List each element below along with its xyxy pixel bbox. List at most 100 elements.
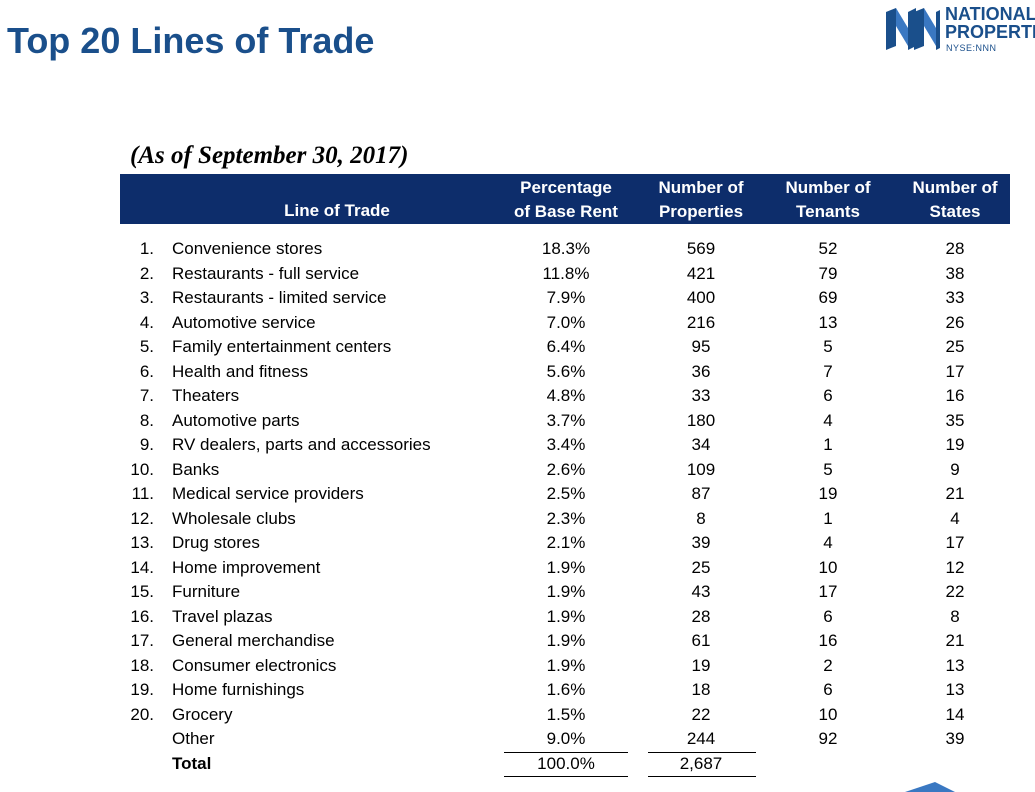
number-of-states: 12 — [945, 557, 965, 577]
rank: 18. — [130, 655, 154, 675]
rank: 4. — [139, 312, 154, 332]
percentage-base-rent: 1.9% — [546, 582, 586, 601]
number-of-properties: 569 — [686, 239, 716, 258]
number-of-tenants: 10 — [818, 557, 838, 577]
percentage-base-rent: 1.6% — [546, 680, 586, 699]
number-of-properties: 18 — [691, 680, 711, 699]
percentage-base-rent: 4.8% — [546, 386, 586, 405]
line-of-trade: Other — [172, 729, 215, 748]
percentage-base-rent: 1.5% — [546, 704, 586, 724]
line-of-trade: Grocery — [172, 704, 233, 724]
logo-ticker: NYSE:NNN — [946, 43, 997, 52]
rank: 2. — [139, 263, 154, 283]
line-of-trade: Drug stores — [172, 533, 260, 552]
line-of-trade: Home furnishings — [172, 680, 305, 699]
number-of-states: 13 — [945, 655, 965, 675]
number-of-states: 21 — [945, 484, 965, 503]
number-of-tenants: 4 — [823, 410, 833, 430]
table-row: 7. Theaters 4.8% 33 6 16 — [0, 384, 1035, 408]
number-of-tenants: 13 — [818, 312, 838, 332]
rank: 14. — [130, 557, 154, 577]
line-of-trade: Consumer electronics — [172, 655, 337, 675]
line-of-trade: Wholesale clubs — [172, 508, 296, 528]
line-of-trade: Convenience stores — [172, 239, 323, 258]
number-of-tenants: 52 — [818, 239, 838, 258]
line-of-trade: Furniture — [172, 582, 241, 601]
number-of-states: 26 — [945, 312, 965, 332]
table-row: 8. Automotive parts 3.7% 180 4 35 — [0, 409, 1035, 433]
table-row: 9. RV dealers, parts and accessories 3.4… — [0, 433, 1035, 457]
number-of-properties: 39 — [691, 533, 711, 552]
number-of-states: 4 — [950, 508, 960, 528]
number-of-states: 35 — [945, 410, 965, 430]
table-row: 4. Automotive service 7.0% 216 13 26 — [0, 311, 1035, 335]
number-of-states: 17 — [945, 361, 965, 381]
number-of-states: 33 — [945, 288, 965, 307]
percentage-base-rent: 1.9% — [546, 655, 586, 675]
rank: 5. — [139, 337, 154, 356]
header-props-line1: Number of — [658, 178, 744, 197]
number-of-properties: 95 — [691, 337, 711, 356]
number-of-properties: 109 — [686, 459, 716, 479]
number-of-tenants: 79 — [818, 263, 838, 283]
percentage-base-rent: 7.0% — [546, 312, 586, 332]
table-header: Line of Trade Percentage of Base Rent Nu… — [120, 174, 1010, 224]
number-of-properties: 244 — [686, 729, 716, 748]
number-of-properties: 33 — [691, 386, 711, 405]
percentage-base-rent: 11.8% — [542, 263, 590, 283]
header-line-of-trade: Line of Trade — [284, 201, 390, 220]
table-row: 10. Banks 2.6% 109 5 9 — [0, 458, 1035, 482]
number-of-tenants: 5 — [823, 459, 833, 479]
header-number-of-tenants: Number of Tenants — [770, 176, 886, 224]
number-of-tenants: 6 — [823, 680, 833, 699]
number-of-properties: 28 — [691, 606, 711, 626]
number-of-states: 19 — [945, 435, 965, 454]
line-of-trade: Restaurants - full service — [172, 263, 360, 283]
number-of-states: 9 — [950, 459, 960, 479]
percentage-base-rent: 2.3% — [546, 508, 586, 528]
rank: 17. — [130, 631, 154, 650]
number-of-tenants: 4 — [823, 533, 833, 552]
number-of-properties: 400 — [686, 288, 716, 307]
table-row: 12. Wholesale clubs 2.3% 8 1 4 — [0, 507, 1035, 531]
number-of-states: 25 — [945, 337, 965, 356]
percentage-base-rent: 3.4% — [546, 435, 586, 454]
number-of-properties: 25 — [691, 557, 711, 577]
total-properties: 2,687 — [679, 754, 723, 773]
table-row: 3. Restaurants - limited service 7.9% 40… — [0, 286, 1035, 310]
subtotal-underline-pct — [504, 752, 628, 753]
rank: 8. — [139, 410, 154, 430]
corner-decoration-icon — [905, 782, 955, 792]
line-of-trade: Automotive parts — [172, 410, 300, 430]
number-of-tenants: 92 — [818, 729, 838, 748]
header-states-line2: States — [929, 202, 981, 221]
number-of-states: 21 — [945, 631, 965, 650]
header-tenants-line2: Tenants — [796, 202, 860, 221]
number-of-properties: 19 — [691, 655, 711, 675]
number-of-states: 13 — [945, 680, 965, 699]
number-of-states: 28 — [945, 239, 965, 258]
header-pct-line1: Percentage — [520, 178, 612, 197]
number-of-tenants: 6 — [823, 606, 833, 626]
number-of-properties: 43 — [691, 582, 711, 601]
rank: 11. — [131, 484, 154, 503]
page-title: Top 20 Lines of Trade — [7, 20, 375, 61]
company-logo: NATIONAL PROPERTIES NYSE:NNN — [884, 4, 1035, 52]
number-of-properties: 421 — [686, 263, 716, 283]
as-of-date: (As of September 30, 2017) — [130, 142, 409, 169]
total-underline-pct — [504, 776, 628, 777]
number-of-properties: 34 — [691, 435, 711, 454]
rank: 20. — [130, 704, 154, 724]
rank: 6. — [139, 361, 154, 381]
line-of-trade: Banks — [172, 459, 220, 479]
rank: 13. — [130, 533, 154, 552]
header-props-line2: Properties — [658, 202, 744, 221]
percentage-base-rent: 5.6% — [546, 361, 586, 381]
header-tenants-line1: Number of — [785, 178, 871, 197]
number-of-properties: 22 — [691, 704, 711, 724]
number-of-states: 17 — [945, 533, 965, 552]
table-row: 13. Drug stores 2.1% 39 4 17 — [0, 531, 1035, 555]
number-of-tenants: 1 — [823, 435, 833, 454]
number-of-properties: 216 — [686, 312, 716, 332]
header-pct-line2: of Base Rent — [514, 202, 618, 221]
